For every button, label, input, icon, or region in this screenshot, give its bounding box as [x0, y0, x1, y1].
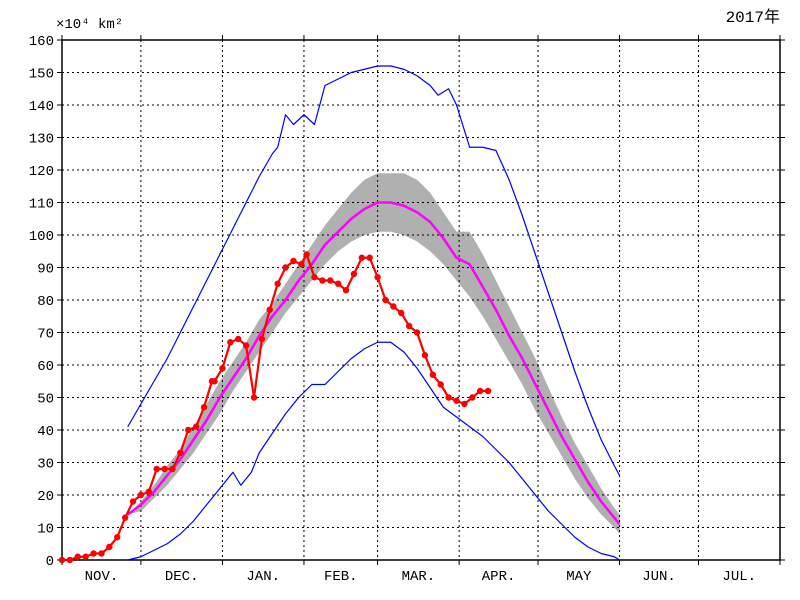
observed-marker	[130, 498, 136, 504]
ytick-label: 80	[37, 294, 54, 310]
xtick-label: MAY	[566, 569, 592, 585]
chart-svg: 0 10 20 30 40 50 60 70 80 90 100 110 120 130 140 150 160…	[0, 0, 800, 600]
xtick-label: NOV.	[85, 569, 119, 585]
observed-marker	[390, 303, 396, 309]
chart-title: 2017年	[726, 8, 780, 27]
observed-marker	[146, 489, 152, 495]
observed-marker	[219, 365, 225, 371]
observed-marker	[327, 277, 333, 283]
observed-marker	[335, 281, 341, 287]
observed-marker	[319, 277, 325, 283]
ytick-label: 10	[37, 522, 54, 538]
observed-marker	[243, 342, 249, 348]
observed-marker	[461, 401, 467, 407]
observed-marker	[211, 378, 217, 384]
observed-marker	[106, 544, 112, 550]
ytick-label: 120	[29, 164, 54, 180]
observed-marker	[359, 255, 365, 261]
ytick-label: 130	[29, 132, 54, 148]
xtick-label: JUN.	[642, 569, 676, 585]
observed-marker	[445, 394, 451, 400]
observed-marker	[485, 388, 491, 394]
observed-marker	[343, 287, 349, 293]
ytick-label: 100	[29, 229, 54, 245]
observed-marker	[406, 323, 412, 329]
observed-marker	[185, 427, 191, 433]
observed-marker	[282, 264, 288, 270]
observed-marker	[274, 281, 280, 287]
observed-marker	[201, 404, 207, 410]
observed-marker	[138, 492, 144, 498]
observed-marker	[82, 554, 88, 560]
xtick-label: DEC.	[165, 569, 199, 585]
y-axis-label: ×10⁴ km²	[56, 17, 123, 33]
observed-marker	[98, 550, 104, 556]
observed-marker	[469, 394, 475, 400]
observed-marker	[169, 466, 175, 472]
ytick-label: 110	[29, 197, 54, 213]
observed-marker	[259, 336, 265, 342]
observed-marker	[438, 381, 444, 387]
observed-marker	[59, 557, 65, 563]
observed-marker	[430, 372, 436, 378]
observed-marker	[351, 271, 357, 277]
observed-marker	[414, 329, 420, 335]
observed-marker	[153, 466, 159, 472]
ytick-label: 50	[37, 392, 54, 408]
observed-marker	[235, 336, 241, 342]
observed-marker	[251, 394, 257, 400]
observed-marker	[122, 515, 128, 521]
observed-marker	[477, 388, 483, 394]
observed-marker	[267, 307, 273, 313]
ytick-label: 0	[46, 554, 54, 570]
observed-marker	[161, 466, 167, 472]
xtick-label: JAN.	[246, 569, 280, 585]
observed-marker	[367, 255, 373, 261]
xtick-label: APR.	[482, 569, 516, 585]
ytick-label: 40	[37, 424, 54, 440]
observed-marker	[374, 274, 380, 280]
observed-marker	[303, 251, 309, 257]
observed-marker	[114, 534, 120, 540]
observed-marker	[227, 339, 233, 345]
ytick-label: 30	[37, 457, 54, 473]
observed-marker	[382, 297, 388, 303]
observed-marker	[193, 424, 199, 430]
ytick-label: 140	[29, 99, 54, 115]
ytick-label: 60	[37, 359, 54, 375]
observed-marker	[67, 557, 73, 563]
xtick-label: MAR.	[402, 569, 436, 585]
ytick-label: 160	[29, 34, 54, 50]
observed-marker	[398, 310, 404, 316]
ytick-label: 70	[37, 327, 54, 343]
ytick-label: 150	[29, 67, 54, 83]
ytick-label: 20	[37, 489, 54, 505]
xtick-label: FEB.	[324, 569, 358, 585]
observed-marker	[453, 398, 459, 404]
observed-marker	[311, 274, 317, 280]
observed-marker	[90, 550, 96, 556]
observed-marker	[177, 450, 183, 456]
observed-marker	[290, 258, 296, 264]
observed-marker	[75, 554, 81, 560]
observed-marker	[422, 352, 428, 358]
observed-marker	[298, 261, 304, 267]
xtick-label: JUL.	[722, 569, 756, 585]
ytick-label: 90	[37, 262, 54, 278]
chart-container: 0 10 20 30 40 50 60 70 80 90 100 110 120 130 140 150 160…	[0, 0, 800, 600]
